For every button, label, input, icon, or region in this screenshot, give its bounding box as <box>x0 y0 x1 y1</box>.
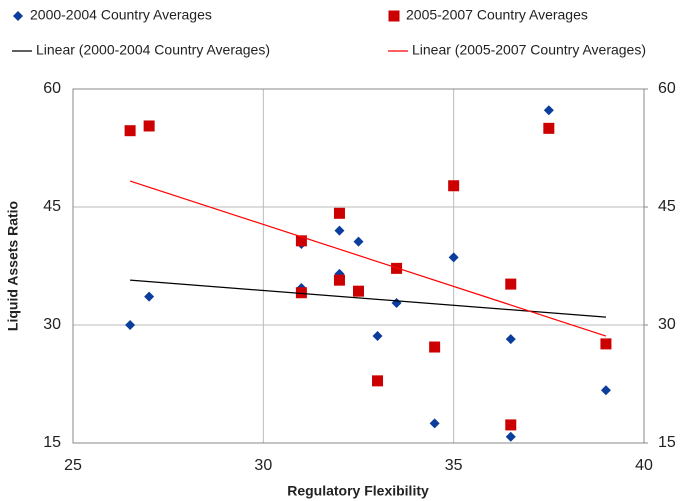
y2-tick-label: 30 <box>658 316 676 333</box>
y-tick-label: 30 <box>43 316 61 333</box>
point <box>543 105 554 116</box>
point <box>505 431 516 442</box>
x-axis-title: Regulatory Flexibility <box>287 483 429 499</box>
point <box>391 297 402 308</box>
point <box>333 274 345 286</box>
point <box>600 385 611 396</box>
legend-symbol <box>13 11 23 21</box>
point <box>505 334 516 345</box>
legend-label: 2005-2007 Country Averages <box>406 7 588 23</box>
trend-line <box>130 279 606 318</box>
y-tick-label: 45 <box>43 198 61 215</box>
point <box>295 235 307 247</box>
y2-tick-label: 45 <box>658 198 676 215</box>
point <box>353 236 364 247</box>
trend-line <box>129 180 607 337</box>
point <box>372 375 384 387</box>
point <box>543 122 555 134</box>
point <box>600 338 612 350</box>
y-tick-label: 60 <box>43 80 61 97</box>
point <box>124 125 136 137</box>
legend-label: Linear (2000-2004 Country Averages) <box>36 42 270 58</box>
point <box>448 252 459 263</box>
point <box>295 287 307 299</box>
point <box>125 320 136 330</box>
x-tick-label: 35 <box>445 457 463 474</box>
x-tick-label: 30 <box>254 457 272 474</box>
y-axis-title: Liquid Assets Ratio <box>5 201 21 331</box>
legend-symbol <box>388 10 400 22</box>
point <box>144 291 155 302</box>
y2-tick-label: 60 <box>658 80 676 97</box>
point <box>429 341 441 353</box>
legend-label: Linear (2005-2007 Country Averages) <box>412 42 646 58</box>
x-tick-label: 40 <box>635 457 653 474</box>
point <box>143 120 155 132</box>
point <box>505 278 517 290</box>
point <box>334 225 345 236</box>
point <box>505 419 517 431</box>
x-tick-label: 25 <box>64 457 82 474</box>
point <box>448 180 460 192</box>
y2-tick-label: 15 <box>658 434 676 451</box>
point <box>429 418 440 429</box>
point <box>333 207 345 219</box>
point <box>372 331 383 342</box>
plot-border <box>72 88 645 444</box>
y-tick-label: 15 <box>43 434 61 451</box>
legend-label: 2000-2004 Country Averages <box>30 7 212 23</box>
point <box>353 285 364 297</box>
